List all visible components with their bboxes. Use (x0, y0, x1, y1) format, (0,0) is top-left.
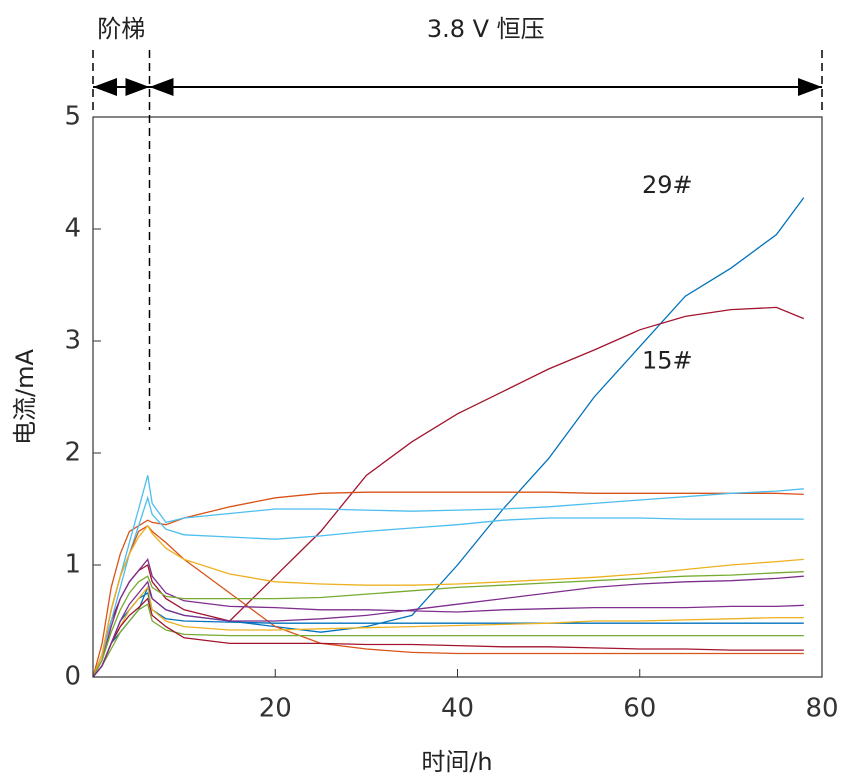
y-tick-label: 1 (64, 550, 81, 580)
arrow-head (93, 78, 117, 96)
series-line (92, 603, 804, 678)
y-tick-label: 3 (64, 326, 81, 356)
series-line (92, 524, 804, 678)
phase-label: 3.8 V 恒压 (427, 15, 545, 43)
series-line (92, 558, 804, 678)
series-line (92, 571, 804, 678)
y-tick-label: 2 (64, 438, 81, 468)
arrow-head (125, 78, 150, 96)
arrow-head (149, 78, 174, 96)
series-line (92, 524, 804, 678)
plot-frame (92, 116, 823, 678)
phase-label: 阶梯 (97, 15, 145, 43)
series-line (92, 475, 804, 678)
y-tick-label: 0 (64, 662, 81, 692)
y-tick-label: 5 (64, 102, 81, 132)
y-tick-label: 4 (64, 214, 81, 244)
x-tick-label: 40 (441, 694, 474, 724)
x-tick-label: 80 (805, 694, 838, 724)
y-axis-label: 电流/mA (11, 348, 39, 444)
series-line (92, 597, 804, 678)
arrow-head (798, 78, 822, 96)
x-tick-label: 20 (259, 694, 292, 724)
series-line (92, 575, 804, 678)
series-label: 15# (642, 346, 693, 374)
x-tick-label: 60 (623, 694, 656, 724)
series-label: 29# (642, 171, 693, 199)
series-line (92, 585, 804, 678)
x-axis-label: 时间/h (421, 748, 492, 776)
series-line (92, 491, 804, 678)
series-line (92, 495, 804, 678)
